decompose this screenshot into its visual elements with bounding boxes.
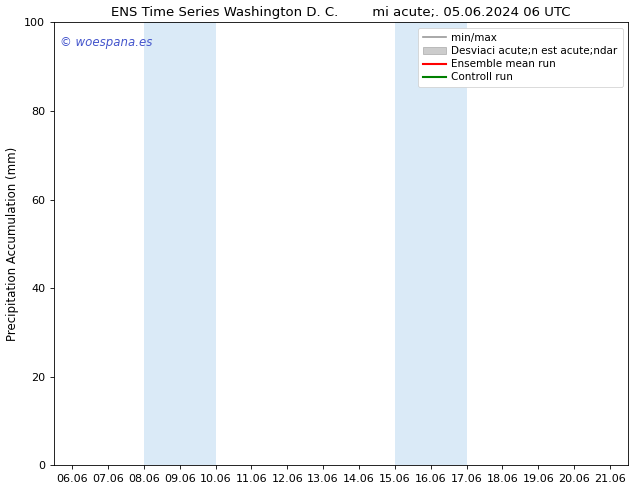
Y-axis label: Precipitation Accumulation (mm): Precipitation Accumulation (mm) (6, 147, 18, 341)
Bar (144, 23, 216, 466)
Text: © woespana.es: © woespana.es (60, 36, 152, 49)
Title: ENS Time Series Washington D. C.        mi acute;. 05.06.2024 06 UTC: ENS Time Series Washington D. C. mi acut… (112, 5, 571, 19)
Bar (395, 23, 467, 466)
Legend: min/max, Desviaci acute;n est acute;ndar, Ensemble mean run, Controll run: min/max, Desviaci acute;n est acute;ndar… (418, 28, 623, 88)
